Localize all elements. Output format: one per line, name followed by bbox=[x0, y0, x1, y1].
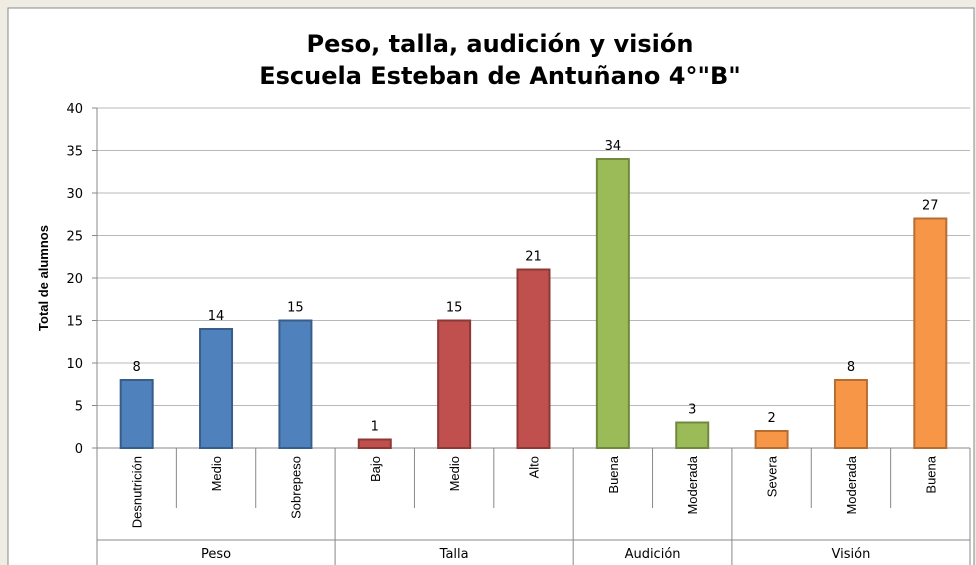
y-axis-label: Total de alumnos bbox=[36, 225, 51, 331]
group-label: Audición bbox=[625, 547, 681, 562]
y-tick-label: 20 bbox=[66, 272, 83, 287]
y-tick-label: 40 bbox=[66, 102, 83, 117]
y-tick-label: 25 bbox=[66, 230, 83, 245]
group-label: Visión bbox=[832, 547, 871, 562]
y-tick-label: 35 bbox=[66, 145, 83, 160]
bar bbox=[913, 217, 948, 449]
data-label: 27 bbox=[922, 199, 939, 214]
y-tick-label: 15 bbox=[66, 315, 83, 330]
data-label: 1 bbox=[371, 420, 379, 435]
x-tick-label: Sobrepeso bbox=[288, 456, 303, 519]
bar bbox=[437, 319, 472, 449]
group-label: Peso bbox=[201, 547, 231, 562]
bar bbox=[675, 421, 710, 449]
x-tick-label: Bajo bbox=[368, 456, 383, 482]
data-label: 8 bbox=[133, 360, 141, 375]
chart-frame bbox=[7, 7, 975, 565]
y-tick-label: 10 bbox=[66, 357, 83, 372]
data-label: 21 bbox=[525, 250, 542, 265]
x-tick-label: Alto bbox=[527, 456, 542, 478]
bar bbox=[833, 379, 868, 449]
data-label: 3 bbox=[688, 403, 696, 418]
data-label: 8 bbox=[847, 360, 855, 375]
data-label: 15 bbox=[287, 301, 304, 316]
x-tick-label: Severa bbox=[765, 455, 780, 497]
y-tick-label: 0 bbox=[75, 442, 83, 457]
bar bbox=[278, 319, 313, 449]
bar bbox=[595, 158, 630, 449]
x-tick-label: Buena bbox=[606, 455, 621, 493]
bar bbox=[357, 438, 392, 449]
bar bbox=[516, 268, 551, 449]
x-tick-label: Moderada bbox=[685, 455, 700, 514]
y-tick-label: 5 bbox=[75, 400, 83, 415]
x-tick-label: Medio bbox=[209, 456, 224, 491]
bar bbox=[754, 430, 789, 449]
x-tick-label: Desnutrición bbox=[130, 456, 145, 528]
x-tick-label: Buena bbox=[923, 455, 938, 493]
x-tick-label: Medio bbox=[447, 456, 462, 491]
data-label: 15 bbox=[446, 301, 463, 316]
data-label: 2 bbox=[767, 411, 775, 426]
bar bbox=[199, 328, 234, 449]
y-tick-label: 30 bbox=[66, 187, 83, 202]
chart-subtitle: Escuela Esteban de Antuñano 4°"B" bbox=[259, 62, 741, 90]
data-label: 34 bbox=[605, 139, 622, 154]
x-tick-label: Moderada bbox=[844, 455, 859, 514]
group-label: Talla bbox=[439, 547, 469, 562]
data-label: 14 bbox=[208, 309, 225, 324]
chart-title: Peso, talla, audición y visión bbox=[307, 30, 694, 58]
bar bbox=[119, 379, 154, 449]
